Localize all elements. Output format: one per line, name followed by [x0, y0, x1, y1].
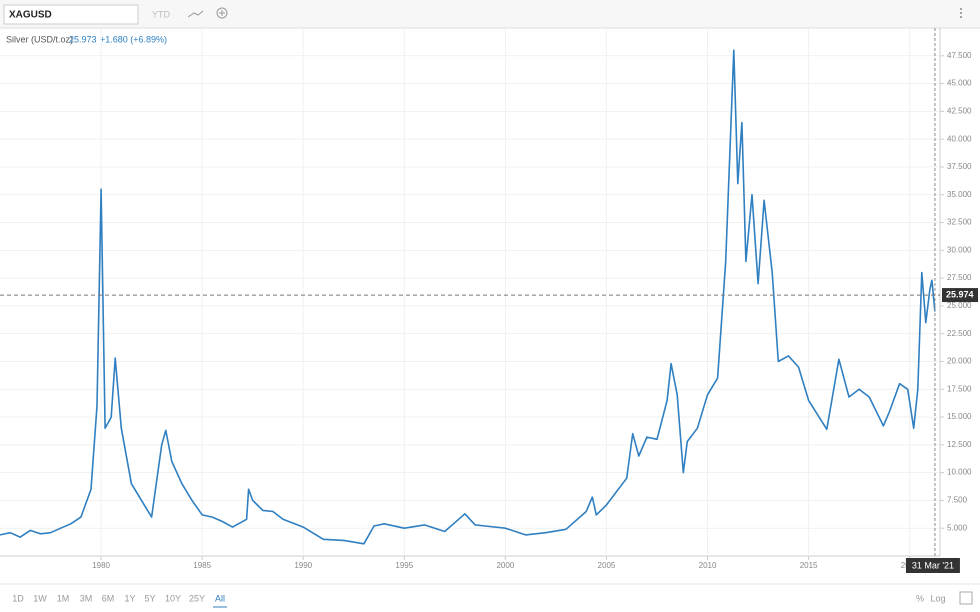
- x-tick-label: 1985: [193, 561, 211, 570]
- price-line: [0, 49, 936, 545]
- y-tick-label: 22.500: [947, 329, 972, 338]
- y-tick-label: 32.500: [947, 218, 972, 227]
- y-tick-label: 5.000: [947, 523, 968, 532]
- y-tick-label: 20.000: [947, 357, 972, 366]
- symbol: XAGUSD: [9, 10, 52, 21]
- range-button[interactable]: 6M: [102, 593, 115, 603]
- y-tick-label: 15.000: [947, 412, 972, 421]
- y-tick-label: 10.000: [947, 468, 972, 477]
- y-tick-label: 25.000: [947, 301, 972, 310]
- y-tick-label: 30.000: [947, 245, 972, 254]
- add-icon-cross: [219, 10, 225, 16]
- scale-option[interactable]: Log: [930, 593, 945, 603]
- add-icon[interactable]: [216, 7, 228, 19]
- chart-type-icon[interactable]: [187, 10, 204, 18]
- x-tick-label: 1995: [395, 561, 413, 570]
- last-value-box: [942, 288, 978, 303]
- toolbar: [0, 0, 980, 28]
- y-tick-label: 7.500: [947, 496, 968, 505]
- range-button[interactable]: 3M: [80, 593, 93, 603]
- x-tick-label: 1980: [92, 561, 110, 570]
- symbol-input[interactable]: [3, 4, 139, 25]
- x-tick-label: 2000: [496, 561, 514, 570]
- range-button[interactable]: 1D: [12, 593, 24, 603]
- y-tick-label: 35.000: [947, 190, 972, 199]
- y-tick-label: 27.500: [947, 273, 972, 282]
- y-tick-label: 40.000: [947, 134, 972, 143]
- crosshair-date: 31 Mar '21: [912, 560, 954, 570]
- settings-icon[interactable]: [959, 591, 973, 605]
- range-button[interactable]: All: [215, 593, 225, 603]
- range-button[interactable]: 1M: [57, 593, 70, 603]
- y-tick-label: 42.500: [947, 106, 972, 115]
- x-tick-label: 2010: [699, 561, 717, 570]
- y-tick-label: 12.500: [947, 440, 972, 449]
- period-button[interactable]: YTD: [152, 9, 171, 19]
- menu-icon[interactable]: [960, 8, 962, 18]
- y-tick-label: 17.500: [947, 384, 972, 393]
- x-tick-label: 2015: [800, 561, 818, 570]
- y-tick-label: 37.500: [947, 162, 972, 171]
- x-tick-label: 1990: [294, 561, 312, 570]
- chart-title: Silver (USD/t.oz): [6, 34, 73, 44]
- last-value-label: 25.974: [946, 289, 974, 299]
- range-button[interactable]: 10Y: [165, 593, 181, 603]
- price: 25.973: [69, 34, 97, 44]
- x-tick-label: 2005: [598, 561, 616, 570]
- range-button[interactable]: 5Y: [144, 593, 155, 603]
- date-box: [905, 558, 960, 573]
- y-tick-label: 47.500: [947, 51, 972, 60]
- range-button[interactable]: 1Y: [124, 593, 135, 603]
- range-button[interactable]: 1W: [33, 593, 47, 603]
- y-tick-label: 45.000: [947, 79, 972, 88]
- scale-option[interactable]: %: [916, 593, 924, 603]
- change: +1.680 (+6.89%): [100, 34, 167, 44]
- range-button[interactable]: 25Y: [189, 593, 205, 603]
